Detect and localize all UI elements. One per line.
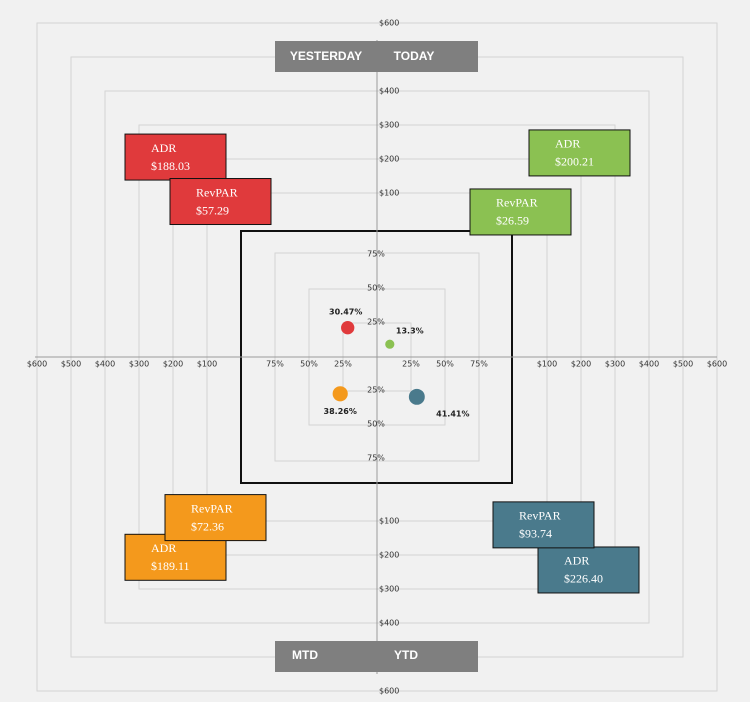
percent-tick-label: 50% bbox=[300, 360, 318, 369]
metric-box-today-adr: ADR $200.21 bbox=[528, 129, 631, 177]
dollar-tick-label: $300 bbox=[379, 121, 399, 130]
percent-tick-label: 25% bbox=[402, 360, 420, 369]
dollar-tick-label: $100 bbox=[379, 189, 399, 198]
dollar-tick-label: $200 bbox=[379, 155, 399, 164]
metric-value: $226.40 bbox=[564, 572, 603, 586]
dollar-tick-label: $200 bbox=[571, 360, 591, 369]
dollar-tick-label: $300 bbox=[379, 585, 399, 594]
occupancy-point-today bbox=[385, 339, 395, 349]
dollar-tick-label: $600 bbox=[27, 360, 47, 369]
occupancy-point-yesterday bbox=[341, 321, 355, 335]
dollar-tick-label: $100 bbox=[197, 360, 217, 369]
metric-value: $72.36 bbox=[191, 519, 224, 533]
percent-tick-label: 50% bbox=[436, 360, 454, 369]
dollar-tick-label: $200 bbox=[379, 551, 399, 560]
metric-box-yesterday-revpar: RevPAR $57.29 bbox=[169, 178, 272, 226]
occupancy-label-today: 13.3% bbox=[396, 327, 424, 336]
metric-label: ADR bbox=[151, 141, 176, 155]
dollar-tick-label: $500 bbox=[673, 360, 693, 369]
dollar-tick-label: $600 bbox=[379, 19, 399, 28]
banner-mtd: MTD bbox=[292, 648, 318, 662]
dollar-tick-label: $400 bbox=[95, 360, 115, 369]
occupancy-label-mtd: 38.26% bbox=[324, 407, 357, 416]
period-banners: YESTERDAY TODAY MTD YTD bbox=[275, 41, 478, 672]
percent-tick-label: 50% bbox=[367, 420, 385, 429]
dollar-tick-label: $100 bbox=[379, 517, 399, 526]
dollar-tick-label: $500 bbox=[61, 360, 81, 369]
revpar-connector bbox=[240, 230, 513, 484]
percent-tick-label: 25% bbox=[334, 360, 352, 369]
top-banner bbox=[275, 41, 478, 72]
occupancy-point-mtd bbox=[332, 386, 348, 402]
banner-yesterday: YESTERDAY bbox=[290, 49, 362, 63]
metric-boxes: ADR $188.03 RevPAR $57.29 ADR $200.21 RevPAR $2… bbox=[124, 129, 640, 594]
metric-value: $93.74 bbox=[519, 527, 552, 541]
metric-value: $57.29 bbox=[196, 203, 229, 217]
percent-tick-label: 75% bbox=[367, 250, 385, 259]
metric-box-yesterday-adr: ADR $188.03 bbox=[124, 133, 227, 181]
occupancy-point-ytd bbox=[408, 388, 425, 405]
metric-label: ADR bbox=[151, 541, 176, 555]
percent-tick-label: 50% bbox=[367, 284, 385, 293]
metric-box-ytd-revpar: RevPAR $93.74 bbox=[492, 501, 595, 549]
revpar-connector-frame bbox=[240, 230, 513, 484]
metric-value: $200.21 bbox=[555, 155, 594, 169]
metric-box-ytd-adr: ADR $226.40 bbox=[537, 546, 640, 594]
metric-label: RevPAR bbox=[519, 509, 561, 523]
bottom-banner bbox=[275, 641, 478, 672]
metric-value: $188.03 bbox=[151, 159, 190, 173]
metric-label: ADR bbox=[564, 554, 589, 568]
metric-box-mtd-adr: ADR $189.11 bbox=[124, 533, 227, 581]
banner-today: TODAY bbox=[394, 49, 435, 63]
metric-label: RevPAR bbox=[196, 185, 238, 199]
occupancy-label-ytd: 41.41% bbox=[436, 409, 469, 418]
percent-tick-label: 25% bbox=[367, 386, 385, 395]
dollar-tick-label: $400 bbox=[639, 360, 659, 369]
percent-tick-label: 75% bbox=[367, 454, 385, 463]
dollar-tick-label: $400 bbox=[379, 87, 399, 96]
dollar-tick-label: $600 bbox=[379, 687, 399, 696]
occupancy-points: 30.47% 13.3% 38.26% 41.41% bbox=[324, 308, 470, 419]
dollar-tick-label: $300 bbox=[605, 360, 625, 369]
percent-tick-label: 25% bbox=[367, 318, 385, 327]
metric-value: $189.11 bbox=[151, 559, 190, 573]
dollar-tick-label: $200 bbox=[163, 360, 183, 369]
banner-ytd: YTD bbox=[394, 648, 418, 662]
percent-tick-label: 75% bbox=[470, 360, 488, 369]
percent-tick-label: 75% bbox=[266, 360, 284, 369]
dollar-tick-label: $100 bbox=[537, 360, 557, 369]
metric-value: $26.59 bbox=[496, 214, 529, 228]
metric-box-today-revpar: RevPAR $26.59 bbox=[469, 188, 572, 236]
dollar-tick-label: $300 bbox=[129, 360, 149, 369]
metric-label: ADR bbox=[555, 137, 580, 151]
axes bbox=[35, 40, 717, 674]
dollar-tick-label: $600 bbox=[707, 360, 727, 369]
occupancy-label-yesterday: 30.47% bbox=[329, 308, 362, 317]
dollar-tick-label: $400 bbox=[379, 619, 399, 628]
metric-label: RevPAR bbox=[496, 196, 538, 210]
metric-label: RevPAR bbox=[191, 501, 233, 515]
metric-box-mtd-revpar: RevPAR $72.36 bbox=[164, 494, 267, 542]
